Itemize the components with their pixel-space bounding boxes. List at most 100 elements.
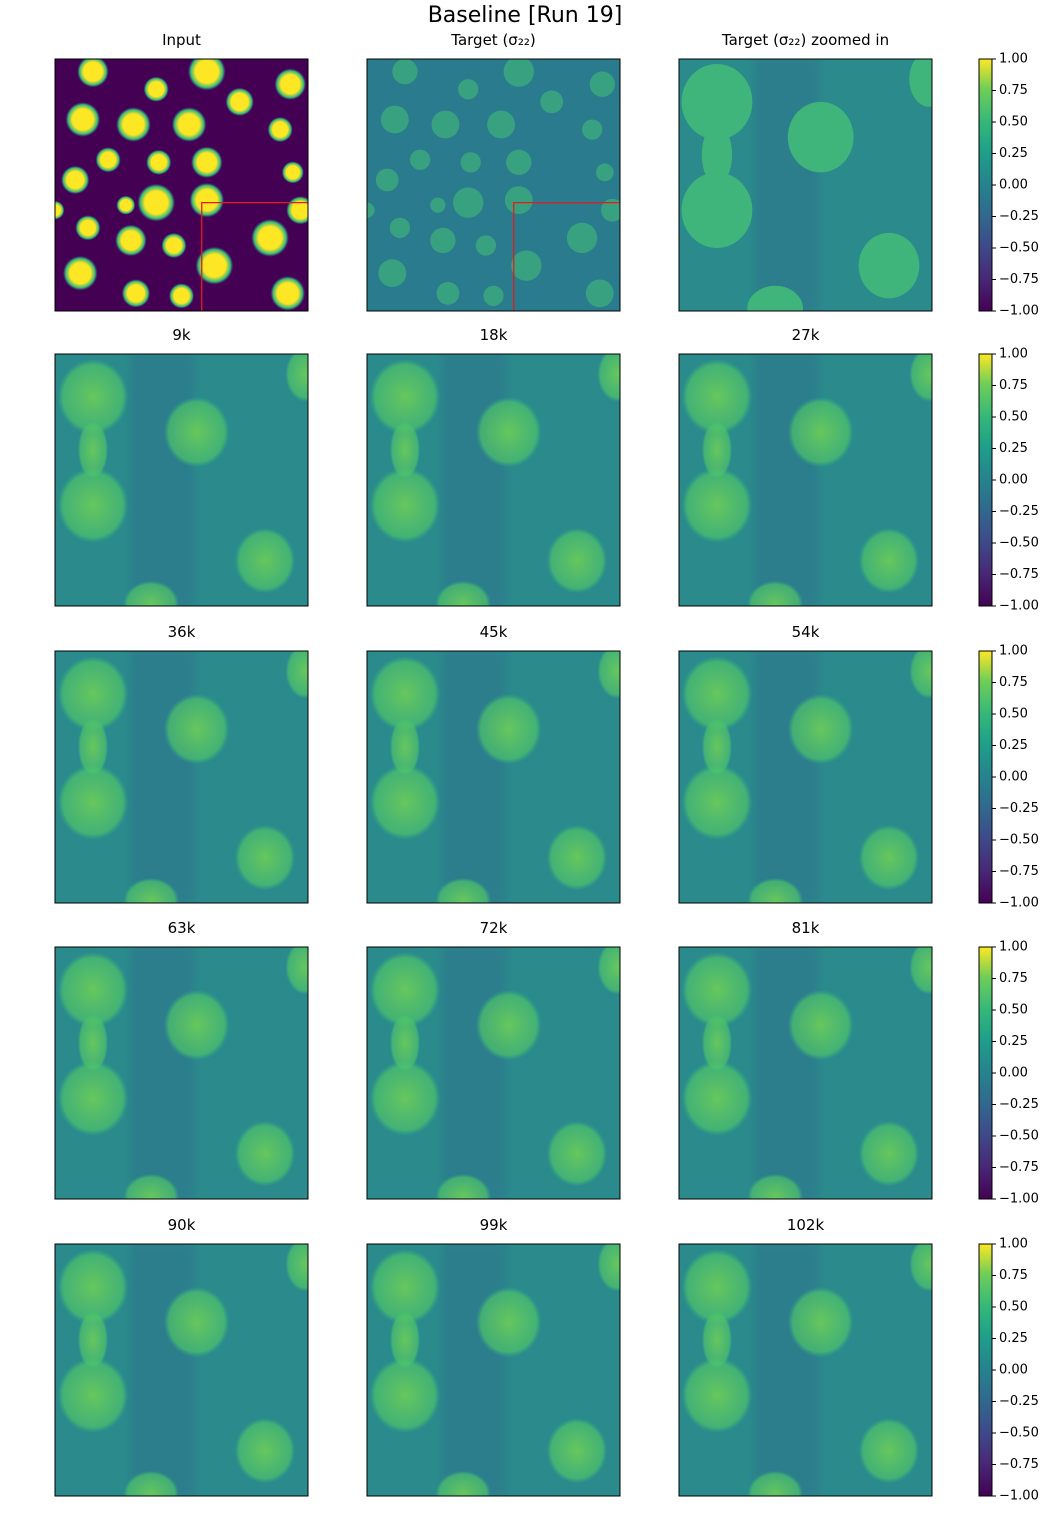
inclusion xyxy=(369,1249,441,1325)
inclusion xyxy=(77,419,109,481)
inclusion xyxy=(475,989,542,1061)
inclusion xyxy=(57,656,129,732)
particle xyxy=(195,246,234,285)
particle xyxy=(267,116,293,143)
panel-title: 36k xyxy=(168,623,196,641)
colorbar-tick-label: −1.00 xyxy=(999,1489,1039,1504)
inclusion xyxy=(681,1060,753,1136)
inclusion xyxy=(747,1173,803,1199)
colorbar-tick-label: −0.50 xyxy=(999,1129,1039,1144)
inclusion xyxy=(681,64,753,140)
inclusion xyxy=(858,527,920,594)
particle xyxy=(116,195,136,215)
inclusion xyxy=(57,952,129,1028)
particle xyxy=(458,79,479,100)
frame xyxy=(678,1243,933,1497)
particle xyxy=(375,168,399,192)
panel-title: 27k xyxy=(792,326,820,344)
frame xyxy=(54,58,309,312)
shade xyxy=(442,354,507,606)
inclusion xyxy=(234,1417,296,1484)
inclusion xyxy=(285,1244,308,1292)
zoom-box xyxy=(513,201,620,311)
inclusion xyxy=(435,580,491,606)
frame xyxy=(366,1243,621,1497)
particle xyxy=(121,279,151,308)
image-content xyxy=(55,947,308,1199)
colorbar-tick-label: −0.25 xyxy=(999,801,1039,816)
panel-title: 54k xyxy=(792,623,820,641)
inclusion xyxy=(435,877,491,903)
particle xyxy=(225,87,254,117)
frame xyxy=(54,650,309,904)
inclusion xyxy=(858,824,920,891)
inclusion xyxy=(701,419,733,481)
inclusion xyxy=(681,172,753,248)
shade xyxy=(130,947,195,1199)
particle xyxy=(487,110,516,139)
colorbar-tick-label: −1.00 xyxy=(999,1192,1039,1207)
inclusion xyxy=(701,1012,733,1073)
particle xyxy=(168,283,195,309)
figure-title: Baseline [Run 19] xyxy=(428,3,623,28)
colorbar xyxy=(978,1243,993,1497)
colorbar-tick-label: 0.00 xyxy=(999,1363,1028,1378)
inclusion xyxy=(546,824,608,891)
inclusion xyxy=(858,1120,920,1187)
particle xyxy=(506,149,532,175)
inclusion xyxy=(57,1249,129,1325)
panel-title: 72k xyxy=(480,919,508,937)
inclusion xyxy=(369,359,441,435)
particle xyxy=(146,149,172,175)
inclusion xyxy=(285,354,308,402)
frame xyxy=(54,946,309,1200)
colorbar-tick-label: 1.00 xyxy=(999,1237,1028,1252)
inclusion xyxy=(57,764,129,840)
shade xyxy=(754,354,819,606)
inclusion xyxy=(163,396,230,468)
particle xyxy=(601,198,620,222)
image-content xyxy=(55,651,308,903)
image-content xyxy=(679,947,932,1199)
colorbar-tick-label: −0.75 xyxy=(999,864,1039,879)
particle xyxy=(540,90,564,114)
colorbar-tick-label: 1.00 xyxy=(999,644,1028,659)
colorbar-tick-label: −0.75 xyxy=(999,1160,1039,1175)
colorbar-tick-label: 1.00 xyxy=(999,940,1028,955)
particle xyxy=(460,152,481,173)
colorbar-tick-label: 0.75 xyxy=(999,1268,1028,1283)
particle xyxy=(392,59,418,85)
particle xyxy=(503,59,534,87)
inclusion xyxy=(389,419,421,481)
inclusion xyxy=(285,947,308,995)
inclusion xyxy=(597,651,620,699)
image-content xyxy=(367,354,620,606)
zoom-box xyxy=(201,201,308,311)
particle xyxy=(378,259,407,288)
particle xyxy=(566,222,598,254)
inclusion xyxy=(681,359,753,435)
frame xyxy=(54,1243,309,1497)
frame xyxy=(366,650,621,904)
image-content xyxy=(55,354,308,606)
particle xyxy=(65,102,101,137)
colorbar-tick-label: 0.75 xyxy=(999,83,1028,98)
panel-image xyxy=(54,58,309,312)
colorbar-tick-label: 0.00 xyxy=(999,770,1028,785)
colorbar-tick-label: 0.00 xyxy=(999,178,1028,193)
panel-image xyxy=(366,946,621,1200)
inclusion xyxy=(909,354,932,402)
panel-image xyxy=(366,353,621,607)
panel-image xyxy=(54,650,309,904)
colorbar-tick-label: −0.25 xyxy=(999,1097,1039,1112)
colorbar-tick-label: −0.25 xyxy=(999,1394,1039,1409)
shade xyxy=(754,947,819,1199)
particle xyxy=(475,235,497,256)
particle xyxy=(77,59,109,88)
inclusion xyxy=(681,467,753,543)
image-content xyxy=(55,59,308,311)
colorbar-tick-label: 0.50 xyxy=(999,410,1028,425)
inclusion xyxy=(369,764,441,840)
image-content xyxy=(367,59,620,311)
